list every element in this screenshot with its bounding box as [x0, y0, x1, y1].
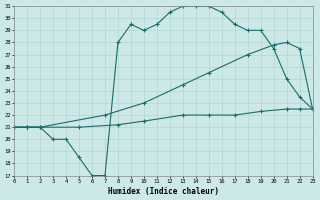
X-axis label: Humidex (Indice chaleur): Humidex (Indice chaleur) [108, 187, 219, 196]
